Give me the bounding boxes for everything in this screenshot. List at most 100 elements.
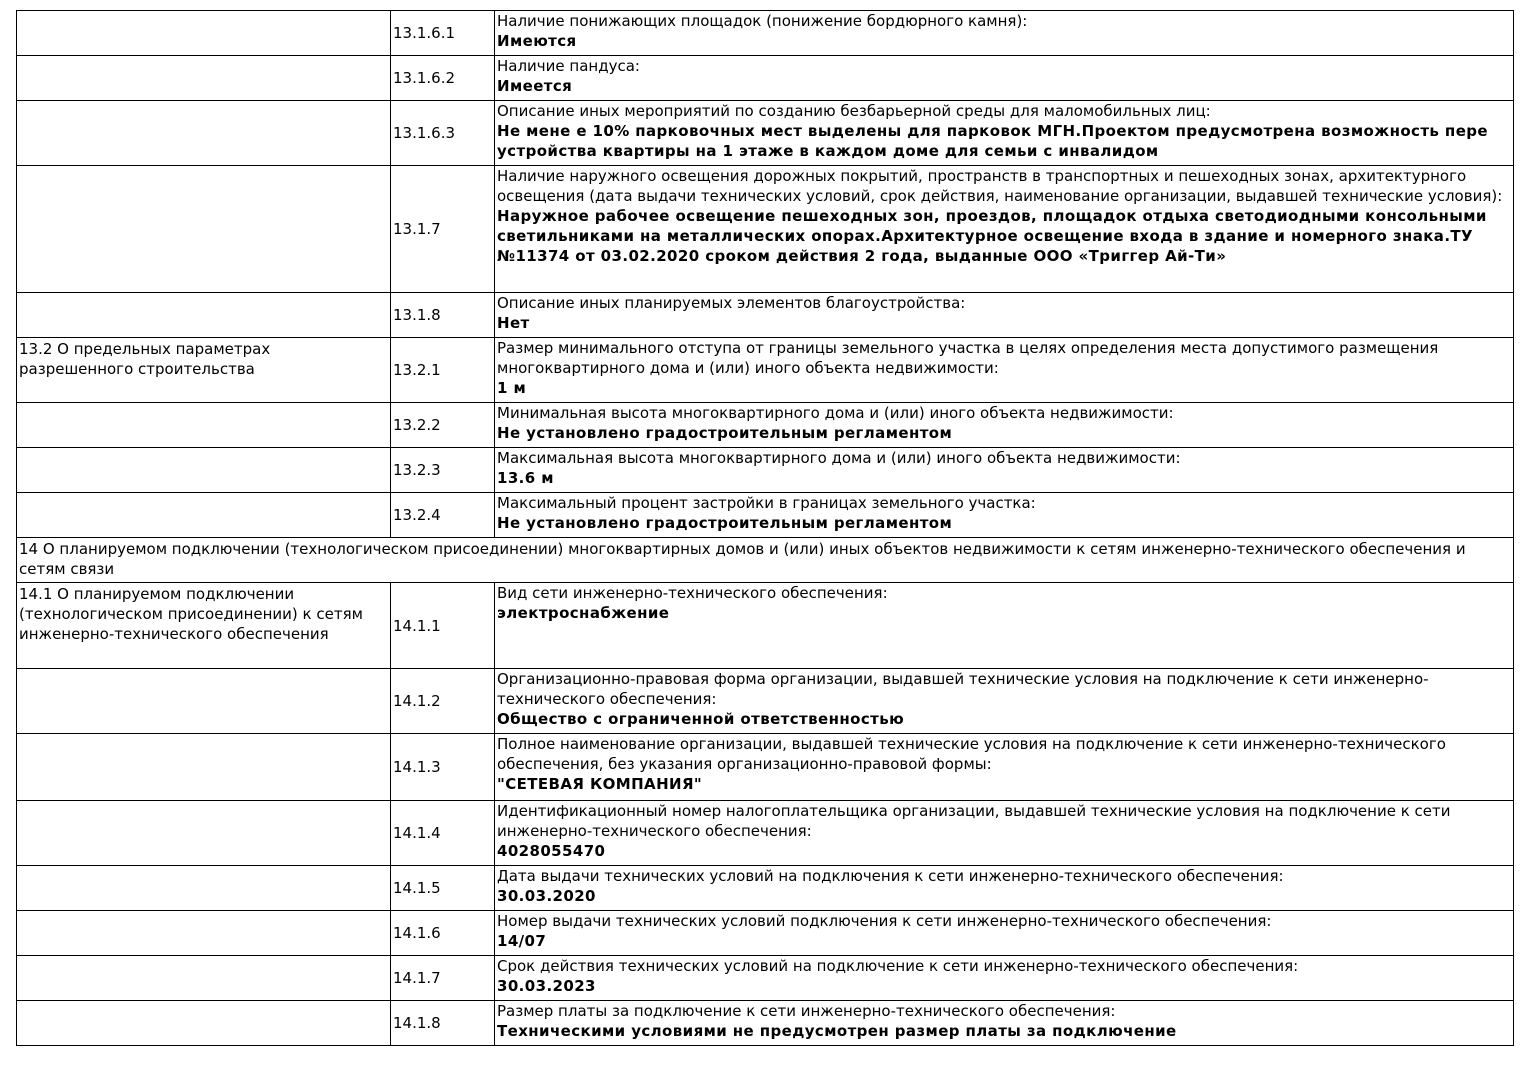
item-value: 4028055470 [497, 842, 606, 860]
item-code: 14.1.1 [390, 582, 495, 669]
item-code: 13.2.3 [390, 447, 495, 493]
table-row: 13.1.7 Наличие наружного освещения дорожн… [16, 165, 1514, 293]
item-code: 13.1.6.1 [390, 10, 495, 56]
item-value: Не установлено градостроительным регламе… [497, 514, 953, 532]
item-value: Имеются [497, 32, 577, 50]
table-row: 13.1.6.2 Наличие пандуса: Имеется [16, 55, 1514, 101]
item-cell: Размер платы за подключение к сети инжен… [494, 1000, 1514, 1046]
item-code: 13.1.7 [390, 165, 495, 293]
empty-cell [16, 100, 391, 166]
section-cell: 14.1 О планируемом подключении (технолог… [16, 582, 391, 669]
item-code: 14.1.5 [390, 865, 495, 911]
item-code: 13.2.4 [390, 492, 495, 538]
item-code: 14.1.6 [390, 910, 495, 956]
table-row: 14.1.8 Размер платы за подключение к сети… [16, 1000, 1514, 1046]
item-cell: Организационно-правовая форма организаци… [494, 668, 1514, 734]
table-row: 14.1.2 Организационно-правовая форма орга… [16, 668, 1514, 734]
empty-cell [16, 492, 391, 538]
empty-cell [16, 55, 391, 101]
table-row: 14.1.3 Полное наименование организации, в… [16, 733, 1514, 801]
table-row: 14.1 О планируемом подключении (технолог… [16, 582, 1514, 669]
item-value: Имеется [497, 77, 573, 95]
item-label: Размер минимального отступа от границы з… [497, 339, 1439, 377]
item-label: Наличие понижающих площадок (понижение б… [497, 12, 1028, 30]
item-label: Срок действия технических условий на под… [497, 957, 1299, 975]
item-cell: Дата выдачи технических условий на подкл… [494, 865, 1514, 911]
item-label: Номер выдачи технических условий подключ… [497, 912, 1272, 930]
empty-cell [16, 165, 391, 293]
item-cell: Вид сети инженерно-технического обеспече… [494, 582, 1514, 669]
item-cell: Наличие пандуса: Имеется [494, 55, 1514, 101]
item-code: 13.2.1 [390, 337, 495, 403]
item-label: Размер платы за подключение к сети инжен… [497, 1002, 1116, 1020]
item-cell: Наличие наружного освещения дорожных пок… [494, 165, 1514, 293]
item-cell: Наличие понижающих площадок (понижение б… [494, 10, 1514, 56]
item-value: Наружное рабочее освещение пешеходных зо… [497, 207, 1487, 265]
item-cell: Описание иных планируемых элементов благ… [494, 292, 1514, 338]
item-label: Описание иных мероприятий по созданию бе… [497, 102, 1211, 120]
table-row: 13.1.8 Описание иных планируемых элементо… [16, 292, 1514, 338]
table-row: 14.1.4 Идентификационный номер налогоплат… [16, 800, 1514, 866]
item-value: 14/07 [497, 932, 547, 950]
empty-cell [16, 800, 391, 866]
item-label: Наличие наружного освещения дорожных пок… [497, 167, 1503, 205]
item-label: Вид сети инженерно-технического обеспече… [497, 584, 888, 602]
item-value: 1 м [497, 379, 527, 397]
item-code: 13.1.6.2 [390, 55, 495, 101]
item-code: 14.1.7 [390, 955, 495, 1001]
item-label: Описание иных планируемых элементов благ… [497, 294, 966, 312]
item-label: Максимальная высота многоквартирного дом… [497, 449, 1181, 467]
item-cell: Полное наименование организации, выдавше… [494, 733, 1514, 801]
table-row: 14.1.5 Дата выдачи технических условий на… [16, 865, 1514, 911]
table-row: 13.1.6.3 Описание иных мероприятий по соз… [16, 100, 1514, 166]
item-value: 30.03.2020 [497, 887, 596, 905]
item-code: 13.1.6.3 [390, 100, 495, 166]
item-label: Максимальный процент застройки в граница… [497, 494, 1036, 512]
item-label: Минимальная высота многоквартирного дома… [497, 404, 1174, 422]
table-row: 14 О планируемом подключении (технологич… [16, 537, 1514, 583]
table-row: 13.1.6.1 Наличие понижающих площадок (пон… [16, 10, 1514, 56]
item-value: Техническими условиями не предусмотрен р… [497, 1022, 1177, 1040]
item-code: 13.1.8 [390, 292, 495, 338]
empty-cell [16, 292, 391, 338]
table-body: 13.1.6.1 Наличие понижающих площадок (пон… [16, 10, 1514, 1046]
item-label: Дата выдачи технических условий на подкл… [497, 867, 1284, 885]
item-cell: Размер минимального отступа от границы з… [494, 337, 1514, 403]
empty-cell [16, 402, 391, 448]
empty-cell [16, 733, 391, 801]
item-code: 14.1.8 [390, 1000, 495, 1046]
item-cell: Описание иных мероприятий по созданию бе… [494, 100, 1514, 166]
item-value: электроснабжение [497, 604, 670, 622]
item-label: Организационно-правовая форма организаци… [497, 670, 1429, 708]
item-label: Полное наименование организации, выдавше… [497, 735, 1446, 773]
table-row: 13.2.3 Максимальная высота многоквартирно… [16, 447, 1514, 493]
item-code: 14.1.3 [390, 733, 495, 801]
document: 13.1.6.1 Наличие понижающих площадок (пон… [16, 10, 1514, 1046]
item-value: Не мене е 10% парковочных мест выделены … [497, 122, 1488, 160]
empty-cell [16, 910, 391, 956]
item-code: 14.1.4 [390, 800, 495, 866]
empty-cell [16, 447, 391, 493]
table-row: 14.1.6 Номер выдачи технических условий п… [16, 910, 1514, 956]
section-heading: 14 О планируемом подключении (технологич… [16, 537, 1514, 583]
item-value: Не установлено градостроительным регламе… [497, 424, 953, 442]
table-row: 13.2 О предельных параметрах разрешенног… [16, 337, 1514, 403]
table-row: 13.2.4 Максимальный процент застройки в г… [16, 492, 1514, 538]
item-value: 30.03.2023 [497, 977, 596, 995]
empty-cell [16, 865, 391, 911]
section-cell: 13.2 О предельных параметрах разрешенног… [16, 337, 391, 403]
table-row: 14.1.7 Срок действия технических условий … [16, 955, 1514, 1001]
table: 13.1.6.1 Наличие понижающих площадок (пон… [16, 10, 1514, 1046]
item-cell: Максимальный процент застройки в граница… [494, 492, 1514, 538]
empty-cell [16, 955, 391, 1001]
item-cell: Срок действия технических условий на под… [494, 955, 1514, 1001]
item-code: 14.1.2 [390, 668, 495, 734]
item-cell: Максимальная высота многоквартирного дом… [494, 447, 1514, 493]
item-label: Идентификационный номер налогоплательщик… [497, 802, 1451, 840]
item-value: 13.6 м [497, 469, 554, 487]
item-cell: Номер выдачи технических условий подключ… [494, 910, 1514, 956]
table-row: 13.2.2 Минимальная высота многоквартирног… [16, 402, 1514, 448]
item-label: Наличие пандуса: [497, 57, 640, 75]
empty-cell [16, 10, 391, 56]
